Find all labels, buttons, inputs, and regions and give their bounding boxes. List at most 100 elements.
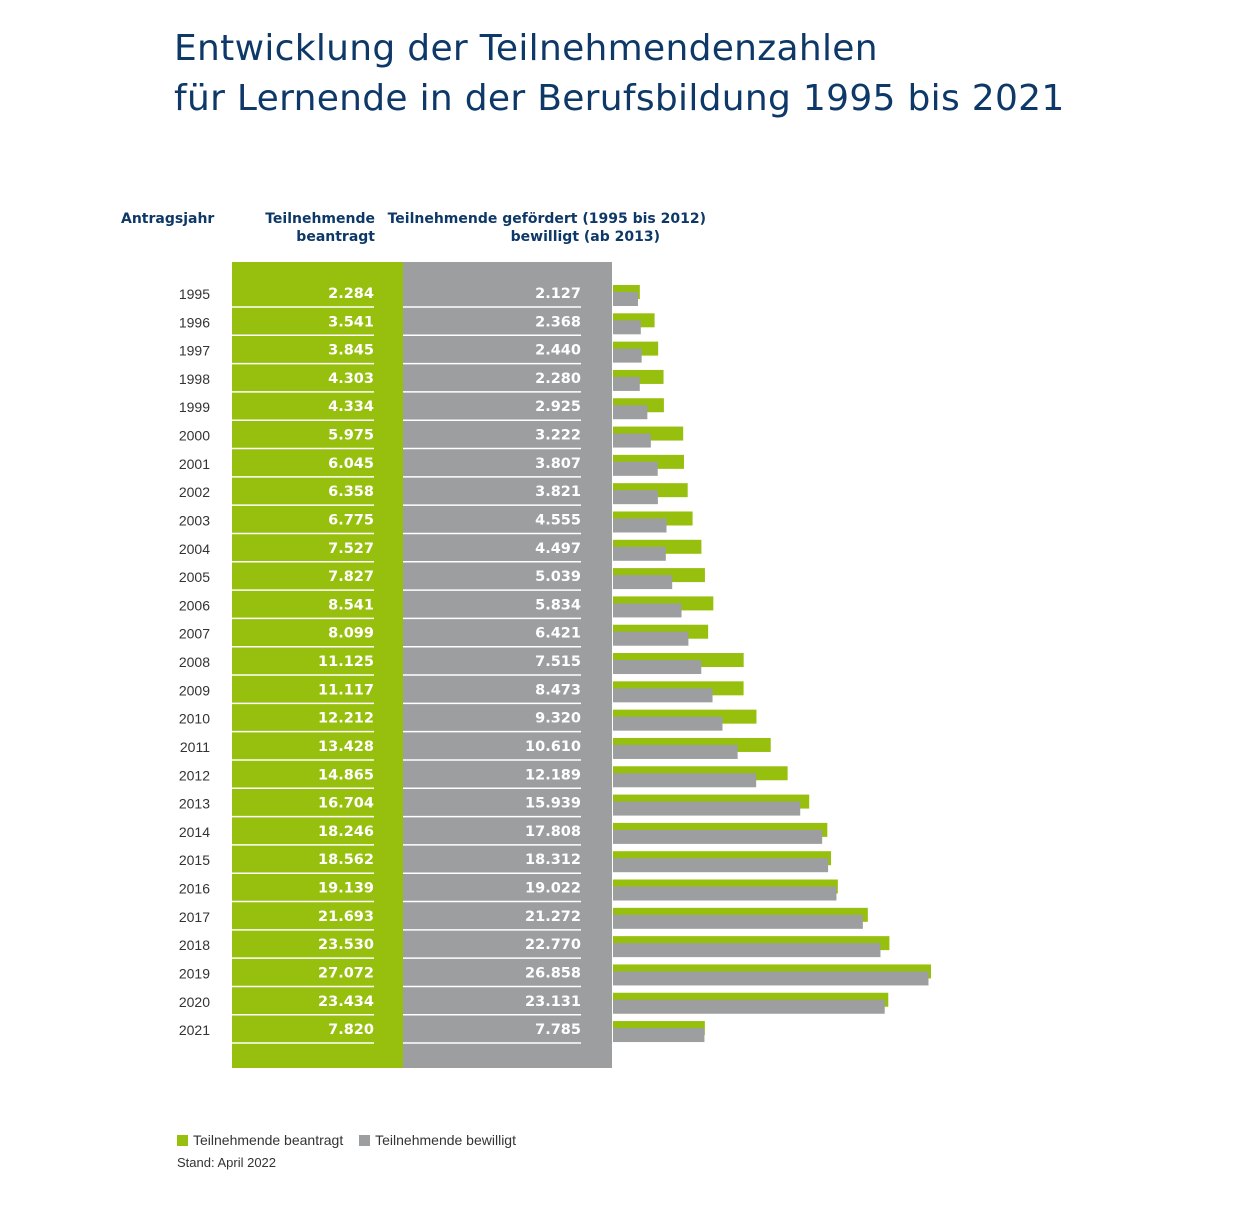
year-label: 2020 (179, 994, 210, 1010)
year-label: 2009 (179, 682, 210, 698)
applied-value-label: 18.562 (318, 852, 374, 868)
granted-value-label: 2.127 (535, 286, 581, 302)
granted-value-label: 8.473 (535, 682, 581, 698)
granted-value-label: 26.858 (525, 965, 581, 981)
bar-granted-2021 (613, 1028, 705, 1043)
bar-granted-2000 (613, 433, 651, 448)
granted-value-label: 7.785 (535, 1022, 581, 1038)
bar-granted-1997 (613, 348, 642, 363)
applied-value-label: 5.975 (328, 428, 374, 444)
applied-value-label: 27.072 (318, 965, 374, 981)
applied-value-label: 4.334 (328, 399, 374, 415)
source-note: Stand: April 2022 (177, 1155, 277, 1170)
applied-value-label: 23.434 (318, 994, 374, 1010)
bar-granted-1998 (613, 376, 640, 391)
applied-value-label: 8.541 (328, 597, 374, 613)
year-label: 2006 (179, 597, 210, 613)
bar-granted-2020 (613, 999, 885, 1014)
bar-granted-2012 (613, 773, 757, 788)
year-label: 2013 (179, 796, 210, 812)
year-label: 2000 (179, 428, 210, 444)
bar-granted-2011 (613, 744, 738, 759)
header-granted-line1: Teilnehmende gefördert (1995 bis 2012) (387, 211, 706, 227)
applied-value-label: 23.530 (318, 937, 374, 953)
year-label: 2005 (179, 569, 210, 585)
granted-value-label: 19.022 (525, 881, 581, 897)
bar-granted-2014 (613, 829, 823, 844)
year-label: 1998 (179, 371, 210, 387)
header-granted: Teilnehmende gefördert (1995 bis 2012) b… (380, 210, 706, 246)
applied-column-bg (232, 262, 403, 1068)
applied-value-label: 19.139 (318, 881, 374, 897)
granted-column-bg (403, 262, 612, 1068)
applied-value-label: 11.125 (318, 654, 374, 670)
title-line-1: Entwicklung der Teilnehmendenzahlen (174, 28, 878, 69)
granted-value-label: 3.222 (535, 428, 581, 444)
year-label: 2004 (179, 541, 210, 557)
granted-value-label: 18.312 (525, 852, 581, 868)
year-label: 2011 (180, 739, 210, 755)
legend-label-granted: Teilnehmende bewilligt (375, 1132, 516, 1148)
year-label: 2016 (179, 881, 210, 897)
year-label: 2003 (179, 512, 210, 528)
year-label: 2021 (179, 1022, 210, 1038)
applied-value-label: 7.827 (328, 569, 374, 585)
header-granted-line2: bewilligt (ab 2013) (510, 229, 660, 245)
granted-value-label: 4.555 (535, 512, 581, 528)
year-label: 2008 (179, 654, 210, 670)
applied-value-label: 11.117 (318, 682, 374, 698)
legend-label-applied: Teilnehmende beantragt (193, 1132, 344, 1148)
applied-value-label: 14.865 (318, 767, 374, 783)
granted-value-label: 21.272 (525, 909, 581, 925)
bar-granted-1995 (613, 292, 638, 306)
applied-value-label: 6.775 (328, 512, 374, 528)
bar-granted-2004 (613, 546, 666, 561)
year-label: 2010 (179, 711, 210, 727)
granted-value-label: 10.610 (525, 739, 581, 755)
applied-value-label: 7.527 (328, 541, 374, 557)
applied-value-label: 3.845 (328, 343, 374, 359)
bar-granted-2009 (613, 688, 713, 703)
year-label: 2019 (179, 965, 210, 981)
bar-granted-2008 (613, 660, 702, 675)
granted-value-label: 23.131 (525, 994, 581, 1010)
header-year: Antragsjahr (121, 211, 215, 227)
bar-granted-2001 (613, 461, 658, 476)
chart-title: Entwicklung der Teilnehmendenzahlen für … (174, 24, 1065, 124)
year-label: 2015 (179, 852, 210, 868)
granted-value-label: 9.320 (535, 711, 581, 727)
granted-value-label: 2.280 (535, 371, 581, 387)
legend: Teilnehmende beantragt Teilnehmende bewi… (177, 1132, 528, 1148)
applied-value-label: 3.541 (328, 314, 374, 330)
bar-granted-2002 (613, 490, 658, 505)
bar-granted-2013 (613, 801, 801, 816)
granted-value-label: 15.939 (525, 796, 581, 812)
applied-value-label: 16.704 (318, 796, 374, 812)
year-label: 1997 (179, 343, 210, 359)
applied-value-label: 7.820 (328, 1022, 374, 1038)
year-label: 1995 (179, 286, 210, 302)
header-applied: Teilnehmende beantragt (232, 210, 375, 246)
year-label: 2017 (179, 909, 210, 925)
granted-value-label: 12.189 (525, 767, 581, 783)
year-label: 2001 (179, 456, 210, 472)
year-label: 2012 (179, 767, 210, 783)
applied-value-label: 2.284 (328, 286, 374, 302)
granted-value-label: 5.834 (535, 597, 581, 613)
granted-value-label: 17.808 (525, 824, 581, 840)
bar-granted-2010 (613, 716, 723, 731)
bar-granted-2015 (613, 858, 829, 873)
applied-value-label: 18.246 (318, 824, 374, 840)
applied-value-label: 13.428 (318, 739, 374, 755)
applied-value-label: 21.693 (318, 909, 374, 925)
granted-value-label: 22.770 (525, 937, 581, 953)
granted-value-label: 6.421 (535, 626, 581, 642)
bar-granted-2016 (613, 886, 837, 901)
legend-item-applied: Teilnehmende beantragt (177, 1132, 343, 1148)
applied-value-label: 12.212 (318, 711, 374, 727)
granted-value-label: 2.925 (535, 399, 581, 415)
year-label: 2007 (179, 626, 210, 642)
granted-value-label: 2.440 (535, 343, 581, 359)
header-applied-line2: beantragt (296, 229, 375, 245)
bar-granted-1996 (613, 320, 641, 335)
